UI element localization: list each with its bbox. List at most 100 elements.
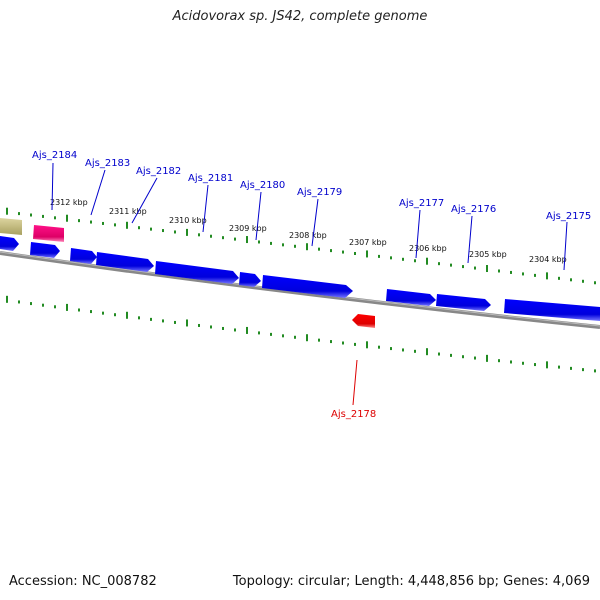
genome-backbone (0, 251, 600, 329)
ruler-minor-tick (234, 237, 236, 241)
ruler-minor-tick (390, 347, 392, 351)
ruler-minor-tick (522, 272, 524, 276)
olive-feature[interactable] (0, 218, 22, 235)
gene-arrow-ajs-2179[interactable] (262, 275, 353, 298)
ruler-minor-tick (414, 349, 416, 353)
ruler-major-tick (66, 214, 68, 222)
ruler-minor-tick (450, 263, 452, 267)
gene-label[interactable]: Ajs_2178 (331, 409, 376, 420)
gene-arrow-ajs-2181[interactable] (155, 261, 239, 284)
ruler-major-tick (126, 311, 128, 319)
gene-label[interactable]: Ajs_2180 (240, 180, 285, 191)
gene-label[interactable]: Ajs_2179 (297, 187, 342, 198)
ruler-minor-tick (150, 227, 152, 231)
ruler-minor-tick (402, 348, 404, 352)
kbp-label: 2306 kbp (409, 244, 447, 253)
kbp-label: 2312 kbp (50, 198, 88, 207)
page-title: Acidovorax sp. JS42, complete genome (172, 9, 428, 24)
ruler-minor-tick (78, 219, 80, 223)
ruler-minor-tick (138, 226, 140, 230)
ruler-minor-tick (594, 369, 596, 373)
ruler-minor-tick (150, 317, 152, 321)
ruler-minor-tick (534, 363, 536, 367)
ruler-minor-tick (258, 331, 260, 335)
ruler-minor-tick (558, 365, 560, 369)
ruler-minor-tick (450, 353, 452, 357)
gene-arrow-ajs-2182[interactable] (96, 252, 154, 272)
kbp-label: 2309 kbp (229, 224, 267, 233)
gene-label[interactable]: Ajs_2182 (136, 166, 181, 177)
ruler-major-tick (426, 257, 428, 265)
ruler-minor-tick (438, 262, 440, 266)
ruler-minor-tick (198, 233, 200, 237)
ruler-minor-tick (18, 300, 20, 304)
ruler-minor-tick (378, 254, 380, 258)
gene-arrow-ajs-2178[interactable] (352, 314, 375, 328)
ruler-minor-tick (282, 334, 284, 338)
kbp-label: 2310 kbp (169, 216, 207, 225)
ruler-minor-tick (30, 213, 32, 217)
gene-label[interactable]: Ajs_2184 (32, 150, 77, 161)
ruler-minor-tick (210, 234, 212, 238)
ruler-minor-tick (114, 223, 116, 227)
ruler-minor-tick (582, 368, 584, 372)
topology-text: Topology: circular; Length: 4,448,856 bp… (232, 574, 590, 589)
ruler-minor-tick (570, 278, 572, 282)
ruler-minor-tick (594, 281, 596, 285)
ruler-major-tick (6, 207, 8, 215)
ruler-minor-tick (270, 332, 272, 336)
ruler-minor-tick (282, 243, 284, 247)
gene-arrow-ajs-2180[interactable] (239, 272, 261, 287)
gene-arrow-ajs-2176[interactable] (436, 294, 491, 311)
accession-text: Accession: NC_008782 (9, 574, 157, 589)
ruler-minor-tick (222, 236, 224, 240)
ruler-minor-tick (342, 341, 344, 345)
ruler-minor-tick (474, 266, 476, 270)
gene-arrow-ajs-2177[interactable] (386, 289, 436, 306)
ruler-minor-tick (174, 230, 176, 234)
ruler-minor-tick (18, 212, 20, 216)
ruler-minor-tick (558, 276, 560, 280)
ruler-minor-tick (342, 250, 344, 254)
ruler-major-tick (486, 265, 488, 273)
gene-arrow-left-edge[interactable] (0, 236, 19, 251)
gene-label[interactable]: Ajs_2181 (188, 173, 233, 184)
ruler-minor-tick (78, 308, 80, 312)
ruler-minor-tick (354, 342, 356, 346)
ruler-minor-tick (234, 328, 236, 332)
gene-label[interactable]: Ajs_2175 (546, 211, 591, 222)
ruler-minor-tick (438, 352, 440, 356)
ruler-minor-tick (330, 249, 332, 253)
gene-labels: Ajs_2184 Ajs_2183 Ajs_2182 Ajs_2181 Ajs_… (32, 150, 591, 420)
ruler-minor-tick (30, 302, 32, 306)
gene-arrow-ajs-2175[interactable] (504, 299, 600, 321)
ruler-minor-tick (294, 335, 296, 339)
ruler-major-tick (426, 348, 428, 356)
ruler-major-tick (546, 272, 548, 280)
gene-label[interactable]: Ajs_2183 (85, 158, 130, 169)
ruler-minor-tick (162, 319, 164, 323)
ruler-minor-tick (318, 338, 320, 342)
ruler-major-tick (486, 354, 488, 362)
ruler-minor-tick (114, 313, 116, 317)
ruler-minor-tick (102, 311, 104, 315)
ruler-major-tick (306, 243, 308, 251)
gene-label[interactable]: Ajs_2177 (399, 198, 444, 209)
gene-label[interactable]: Ajs_2176 (451, 204, 496, 215)
outer-ruler (6, 207, 596, 285)
ruler-major-tick (186, 228, 188, 236)
ruler-minor-tick (54, 305, 56, 309)
ruler-minor-tick (498, 359, 500, 363)
ruler-minor-tick (390, 256, 392, 260)
ruler-major-tick (186, 319, 188, 327)
ruler-minor-tick (510, 270, 512, 274)
kbp-label: 2304 kbp (529, 255, 567, 264)
ruler-minor-tick (102, 221, 104, 225)
kbp-label: 2308 kbp (289, 231, 327, 240)
pink-feature[interactable] (33, 225, 64, 242)
ruler-minor-tick (582, 279, 584, 283)
gene-arrow-ajs-2184[interactable] (30, 242, 60, 258)
gene-arrow-ajs-2183[interactable] (70, 248, 97, 264)
ruler-minor-tick (402, 257, 404, 261)
